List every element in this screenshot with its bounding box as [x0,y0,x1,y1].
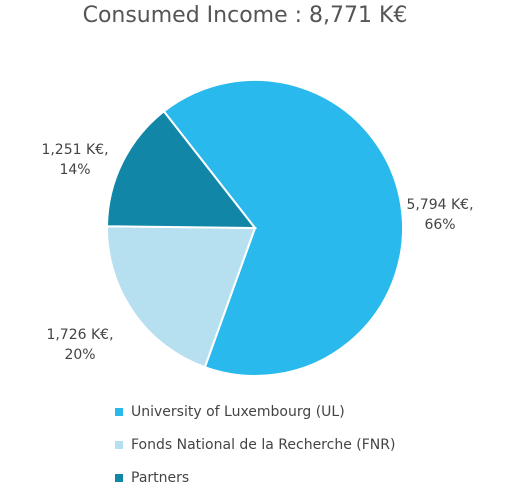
data-label: 20% [64,347,95,363]
legend-marker [115,441,123,449]
pie-slice [105,109,258,230]
pie-slice [162,79,404,377]
chart-title: Consumed Income : 8,771 K€ [83,3,408,28]
data-label: 14% [59,162,90,178]
data-label: 66% [424,217,455,233]
legend-marker [115,408,123,416]
legend-label: Fonds National de la Recherche (FNR) [131,437,395,453]
legend-marker [115,474,123,482]
pie-slice [106,225,257,369]
data-label: 1,251 K€, [41,142,108,158]
legend-label: University of Luxembourg (UL) [131,404,345,420]
data-label: 1,726 K€, [46,327,113,343]
legend-label: Partners [131,470,189,486]
data-label: 5,794 K€, [406,197,473,213]
